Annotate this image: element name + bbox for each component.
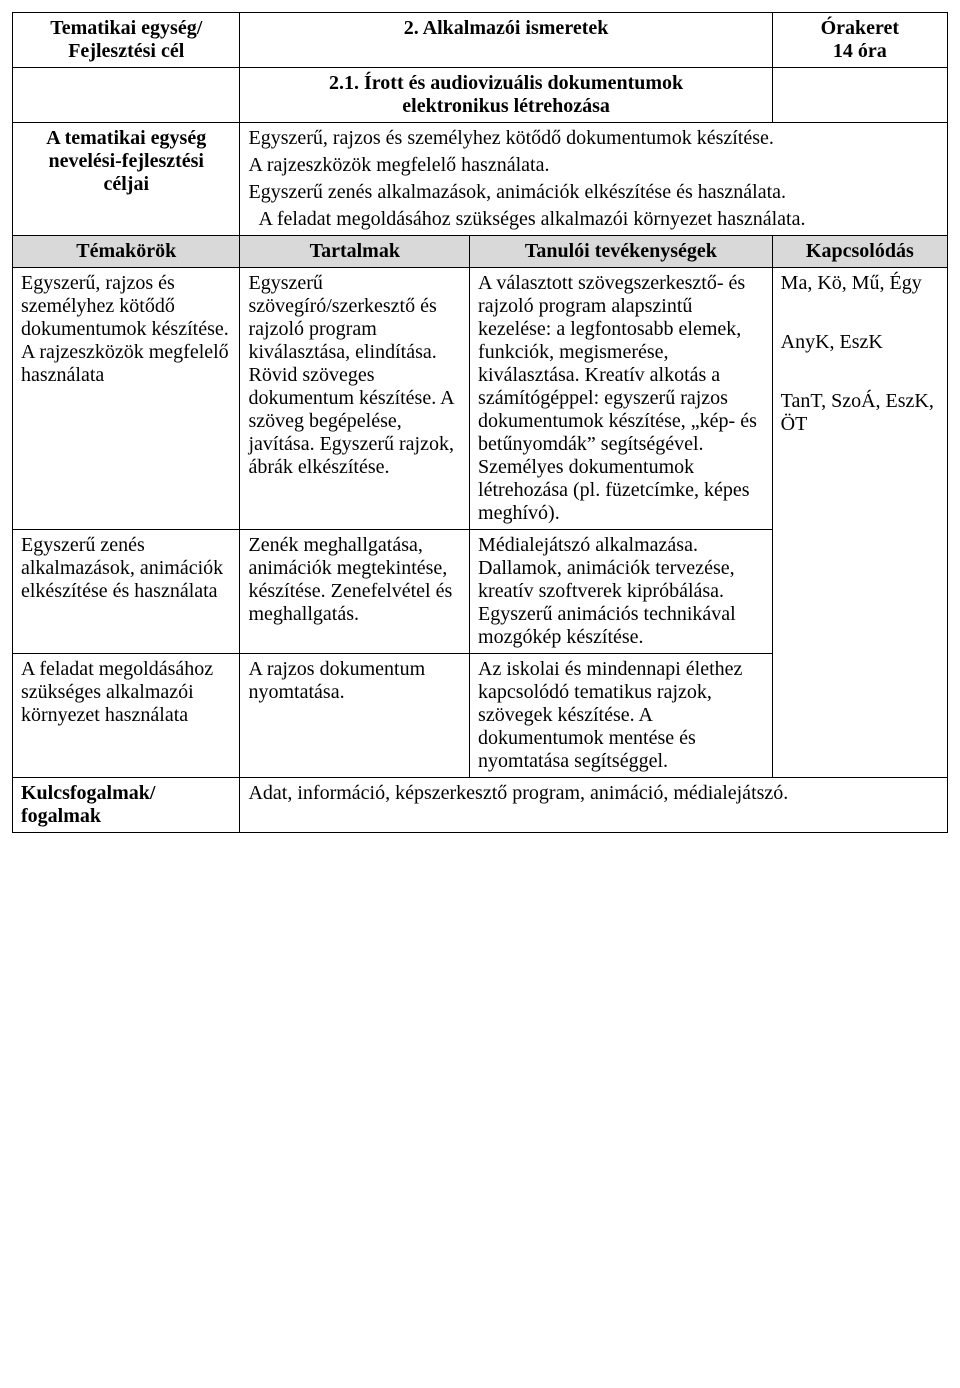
footer-row: Kulcsfogalmak/ fogalmak Adat, információ… — [13, 778, 948, 833]
header-col3-line2: 14 óra — [833, 40, 887, 62]
goals-text: Egyszerű, rajzos és személyhez kötődő do… — [240, 123, 948, 236]
kapcs-p2: AnyK, EszK — [781, 331, 939, 354]
cell-tevekenysegek: Az iskolai és mindennapi élethez kapcsol… — [470, 654, 773, 778]
header-col3-line1: Órakeret — [821, 17, 900, 39]
header-col1-line2: Fejlesztési cél — [68, 40, 184, 62]
footer-label-l1: Kulcsfogalmak/ — [21, 782, 155, 804]
subtitle-cell: 2.1. Írott és audiovizuális dokumentumok… — [240, 68, 772, 123]
colhdr-tartalmak: Tartalmak — [240, 236, 470, 268]
goals-p2: A rajzeszközök megfelelő használata. — [248, 154, 939, 177]
header-col3: Órakeret 14 óra — [772, 13, 947, 68]
goals-label-l2: nevelési-fejlesztési — [49, 150, 204, 172]
cell-tartalmak: A rajzos dokumentum nyomtatása. — [240, 654, 470, 778]
subtitle-empty-right — [772, 68, 947, 123]
subtitle-empty-left — [13, 68, 240, 123]
header-col1: Tematikai egység/ Fejlesztési cél — [13, 13, 240, 68]
goals-label-l3: céljai — [103, 173, 149, 195]
goals-row: A tematikai egység nevelési-fejlesztési … — [13, 123, 948, 236]
cell-tevekenysegek: A választott szövegszerkesztő- és rajzol… — [470, 268, 773, 530]
header-col2: 2. Alkalmazói ismeretek — [240, 13, 772, 68]
header-col1-line1: Tematikai egység/ — [50, 17, 202, 39]
kapcs-p1: Ma, Kö, Mű, Égy — [781, 272, 939, 295]
footer-label-l2: fogalmak — [21, 805, 101, 827]
goals-p3: Egyszerű zenés alkalmazások, animációk e… — [248, 181, 939, 204]
cell-temakor: Egyszerű, rajzos és személyhez kötődő do… — [13, 268, 240, 530]
subtitle-line1: 2.1. Írott és audiovizuális dokumentumok — [329, 72, 683, 94]
goals-label-l1: A tematikai egység — [46, 127, 206, 149]
cell-temakor: A feladat megoldásához szükséges alkalma… — [13, 654, 240, 778]
cell-temakor: Egyszerű zenés alkalmazások, animációk e… — [13, 530, 240, 654]
cell-tevekenysegek: Médialejátszó alkalmazása. Dallamok, ani… — [470, 530, 773, 654]
goals-p1: Egyszerű, rajzos és személyhez kötődő do… — [248, 127, 939, 150]
footer-text: Adat, információ, képszerkesztő program,… — [240, 778, 948, 833]
subtitle-line2: elektronikus létrehozása — [402, 95, 610, 117]
subtitle-row: 2.1. Írott és audiovizuális dokumentumok… — [13, 68, 948, 123]
kapcs-p3: TanT, SzoÁ, EszK, ÖT — [781, 390, 939, 436]
goals-label: A tematikai egység nevelési-fejlesztési … — [13, 123, 240, 236]
table-row: Egyszerű, rajzos és személyhez kötődő do… — [13, 268, 948, 530]
column-header-row: Témakörök Tartalmak Tanulói tevékenysége… — [13, 236, 948, 268]
goals-p4: A feladat megoldásához szükséges alkalma… — [258, 208, 939, 231]
colhdr-kapcsolodas: Kapcsolódás — [772, 236, 947, 268]
cell-kapcsolodas: Ma, Kö, Mű, Égy AnyK, EszK TanT, SzoÁ, E… — [772, 268, 947, 778]
footer-label: Kulcsfogalmak/ fogalmak — [13, 778, 240, 833]
colhdr-tevekenysegek: Tanulói tevékenységek — [470, 236, 773, 268]
curriculum-table: Tematikai egység/ Fejlesztési cél 2. Alk… — [12, 12, 948, 833]
cell-tartalmak: Egyszerű szövegíró/szerkesztő és rajzoló… — [240, 268, 470, 530]
cell-tartalmak: Zenék meghallgatása, animációk megtekint… — [240, 530, 470, 654]
colhdr-temakorok: Témakörök — [13, 236, 240, 268]
header-row: Tematikai egység/ Fejlesztési cél 2. Alk… — [13, 13, 948, 68]
